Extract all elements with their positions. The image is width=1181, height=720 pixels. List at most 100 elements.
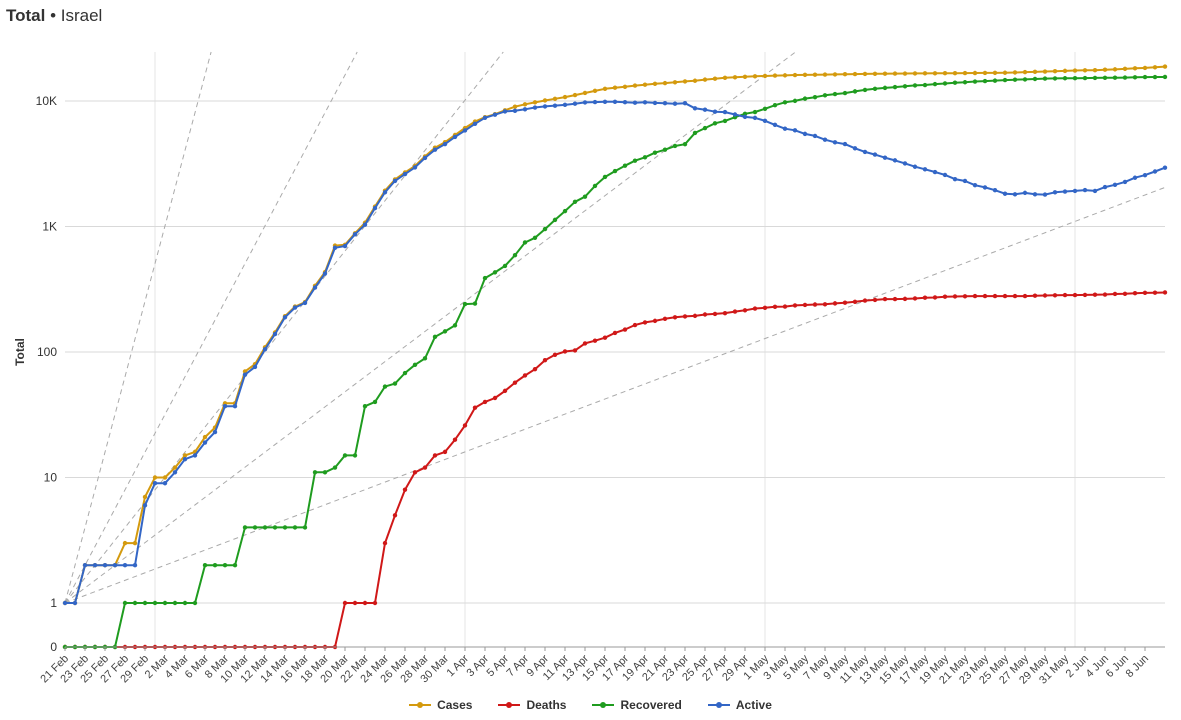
data-point-recovered [752,109,758,115]
data-point-deaths [862,298,868,303]
page-title: Total • Israel [6,6,102,26]
data-point-recovered [372,399,378,405]
data-point-recovered [262,525,268,530]
data-point-active [92,563,98,568]
legend-item-recovered[interactable]: Recovered [592,698,682,712]
data-point-recovered [402,370,408,376]
data-point-deaths [552,352,558,357]
data-point-deaths [422,465,428,470]
data-point-deaths [442,449,448,455]
data-point-cases [1162,64,1168,69]
data-point-deaths [1092,292,1098,297]
data-point-active [142,503,148,508]
series-line-recovered [65,76,1165,648]
data-point-recovered [742,111,748,117]
data-point-active [682,100,688,106]
data-point-recovered [322,470,328,475]
data-point-recovered [142,600,148,606]
data-point-active [512,108,518,113]
data-point-cases [792,72,798,78]
data-point-active [952,176,958,182]
data-point-active [482,115,488,120]
data-point-recovered [642,155,648,160]
data-point-active [1132,175,1138,180]
data-point-recovered [502,263,508,269]
data-point-deaths [642,320,648,325]
data-point-recovered [392,381,398,386]
data-point-recovered [342,453,348,458]
data-point-active [882,155,888,160]
data-point-cases [512,104,518,109]
data-point-deaths [542,358,548,363]
data-point-recovered [592,183,598,189]
data-point-active [922,167,928,172]
data-point-recovered [212,563,218,568]
data-point-deaths [1082,292,1088,298]
data-point-cases [1052,68,1058,74]
data-point-active [942,172,948,178]
data-point-active [1022,190,1028,196]
data-point-deaths [512,380,518,385]
data-point-active [1042,192,1048,197]
data-point-deaths [1052,293,1058,298]
legend-item-deaths[interactable]: Deaths [498,698,566,712]
data-point-active [852,146,858,151]
data-point-cases [902,71,908,76]
data-point-deaths [992,293,998,299]
data-point-recovered [652,150,658,155]
data-point-active [402,171,408,177]
data-point-deaths [902,296,908,302]
data-point-active [132,563,138,568]
data-point-deaths [382,540,388,546]
data-point-cases [942,71,948,76]
data-point-deaths [982,293,988,299]
data-point-active [552,103,558,108]
data-point-recovered [552,217,558,223]
data-point-recovered [172,600,178,606]
legend-item-cases[interactable]: Cases [409,698,472,712]
data-point-cases [702,77,708,82]
data-point-recovered [852,89,858,94]
data-point-cases [1062,68,1068,74]
data-point-active [222,403,228,409]
legend-item-active[interactable]: Active [707,698,772,712]
data-point-cases [1142,65,1148,71]
data-point-cases [162,475,168,480]
data-point-deaths [662,316,668,321]
data-point-active [792,128,798,133]
data-point-deaths [892,296,898,302]
data-point-active [1012,192,1018,197]
data-point-active [392,178,398,184]
data-point-recovered [772,102,778,108]
data-point-deaths [1122,291,1128,296]
data-point-active [912,164,918,169]
data-point-active [452,134,458,140]
data-point-recovered [442,329,448,334]
data-point-cases [762,73,768,79]
data-point-deaths [752,306,758,311]
data-point-active [112,563,118,568]
data-point-recovered [762,106,768,112]
data-point-recovered [662,147,668,152]
data-point-cases [862,71,868,77]
series-active [62,99,1168,606]
data-point-cases [772,73,778,78]
data-point-recovered [722,118,728,124]
data-point-deaths [882,296,888,302]
data-point-cases [662,80,668,86]
x-tick-label: 7 Apr [504,652,531,679]
data-point-cases [712,76,718,81]
data-point-cases [732,75,738,80]
data-point-recovered [232,563,238,568]
data-point-active [332,245,338,250]
data-point-deaths [342,600,348,606]
data-point-active [982,185,988,190]
data-point-cases [912,71,918,76]
data-point-cases [552,96,558,102]
data-point-active [842,141,848,147]
data-point-deaths [1042,293,1048,298]
x-tick-label: 3 Apr [464,652,491,679]
data-point-active [262,347,268,352]
data-point-active [172,470,178,475]
